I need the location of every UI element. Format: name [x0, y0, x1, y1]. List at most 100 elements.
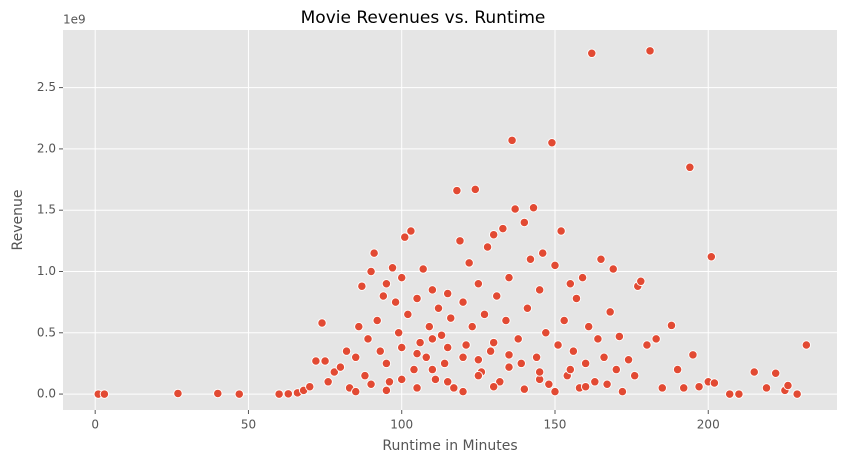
- point: [577, 272, 588, 283]
- point: [341, 346, 352, 356]
- point: [783, 380, 793, 391]
- point: [320, 356, 330, 366]
- point: [688, 350, 698, 360]
- point: [317, 318, 327, 328]
- point: [357, 281, 367, 291]
- chart-title: Movie Revenues vs. Runtime: [301, 8, 546, 28]
- point: [584, 321, 594, 332]
- point: [547, 138, 557, 148]
- point: [541, 328, 551, 338]
- point: [449, 383, 459, 393]
- point: [513, 334, 523, 344]
- point: [461, 340, 471, 350]
- y-tick-label: 2.0: [37, 141, 56, 155]
- point: [636, 276, 646, 286]
- point: [535, 367, 545, 377]
- point: [593, 334, 603, 344]
- point: [470, 184, 480, 195]
- point: [381, 358, 392, 369]
- y-tick-label: 1.5: [37, 203, 56, 217]
- point: [213, 388, 223, 399]
- point: [556, 226, 566, 236]
- point: [390, 297, 401, 307]
- point: [366, 266, 376, 277]
- point: [305, 382, 315, 392]
- point: [749, 367, 759, 377]
- point: [489, 230, 499, 240]
- point: [485, 346, 496, 356]
- y-tick-label: 0.0: [37, 387, 56, 401]
- point: [571, 293, 582, 304]
- point: [605, 307, 615, 317]
- point: [510, 204, 520, 214]
- point: [645, 46, 655, 56]
- point: [709, 378, 720, 388]
- point: [360, 371, 370, 381]
- point: [482, 242, 493, 252]
- point: [412, 348, 422, 359]
- point: [599, 352, 609, 362]
- point: [400, 232, 410, 242]
- point: [565, 364, 575, 375]
- point: [504, 272, 514, 283]
- point: [516, 358, 526, 369]
- point: [406, 226, 416, 236]
- point: [525, 254, 536, 264]
- point: [535, 285, 545, 295]
- point: [694, 382, 704, 392]
- point: [580, 358, 591, 369]
- point: [801, 340, 811, 350]
- point: [274, 389, 284, 399]
- point: [666, 320, 677, 331]
- point: [734, 389, 744, 399]
- point: [630, 371, 640, 381]
- point: [455, 236, 465, 246]
- y-tick-label: 0.5: [37, 325, 56, 339]
- point: [381, 279, 392, 289]
- point: [489, 382, 499, 392]
- point: [311, 356, 321, 366]
- point: [685, 162, 695, 172]
- point: [458, 297, 468, 307]
- point: [394, 328, 404, 338]
- point: [501, 315, 511, 326]
- point: [427, 334, 438, 344]
- y-tick-label: 1.0: [37, 264, 56, 278]
- point: [436, 330, 447, 340]
- point: [590, 377, 600, 387]
- point: [679, 383, 689, 393]
- point: [565, 279, 575, 289]
- point: [792, 389, 802, 399]
- point: [464, 258, 474, 268]
- point: [351, 386, 361, 397]
- point: [611, 364, 621, 375]
- x-tick-label: 100: [390, 418, 413, 432]
- point: [538, 248, 548, 258]
- point: [672, 364, 683, 375]
- point: [473, 371, 484, 381]
- point: [424, 321, 434, 332]
- point: [568, 346, 579, 356]
- point: [375, 346, 385, 356]
- point: [446, 313, 456, 323]
- point: [550, 386, 560, 397]
- point: [492, 291, 502, 301]
- point: [559, 315, 569, 326]
- point: [415, 337, 425, 348]
- point: [234, 389, 244, 399]
- point: [623, 355, 634, 365]
- point: [467, 321, 477, 332]
- point: [397, 374, 407, 385]
- point: [771, 368, 781, 378]
- point: [452, 185, 462, 196]
- point: [443, 342, 453, 353]
- point: [519, 384, 529, 394]
- point: [473, 279, 484, 289]
- point: [479, 309, 490, 320]
- point: [403, 309, 413, 320]
- point: [495, 377, 505, 387]
- y-tick-label: 2.5: [37, 80, 56, 94]
- point: [553, 340, 563, 350]
- point: [433, 303, 444, 313]
- point: [458, 352, 468, 362]
